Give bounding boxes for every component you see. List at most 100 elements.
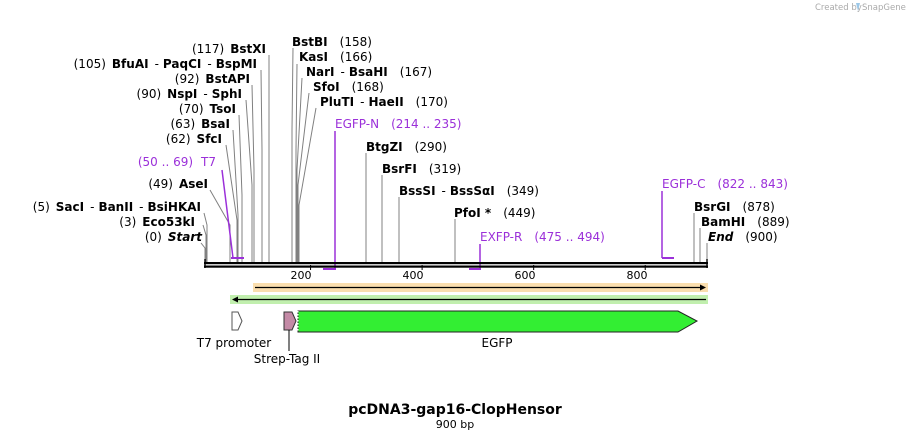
tick-label-200: 200 bbox=[291, 269, 312, 282]
site-sep: - bbox=[442, 184, 446, 198]
site-enzyme: BstAPI bbox=[205, 72, 250, 86]
primer-egfp-c[interactable]: EGFP-C (822 .. 843) bbox=[661, 177, 788, 259]
feature-egfp-arrow bbox=[297, 310, 699, 333]
plasmid-name: pcDNA3-gap16-ClopHensor bbox=[348, 402, 562, 418]
site-pos: (62) bbox=[166, 132, 191, 146]
feature-strep-tag[interactable]: Strep-Tag II bbox=[254, 311, 320, 366]
site-sep: - bbox=[90, 200, 94, 214]
credit-product: SnapGene bbox=[862, 3, 906, 13]
site-enzyme: BstBI bbox=[292, 35, 328, 49]
site-label: (117) BstXI bbox=[192, 42, 266, 56]
primer-t7[interactable]: (50 .. 69) T7 bbox=[138, 155, 244, 259]
orfs bbox=[230, 283, 708, 304]
site-enzyme: BssSαI bbox=[450, 184, 495, 198]
site-label: (105) BfuAI - PaqCI - BspMI bbox=[74, 57, 257, 71]
feature-t7-promoter-arrow bbox=[231, 311, 243, 331]
site-label: PluTI - HaeII (170) bbox=[320, 95, 448, 109]
backbone-top-strand bbox=[204, 262, 708, 265]
site-line-haeii bbox=[298, 107, 317, 263]
feature-egfp[interactable]: EGFP bbox=[297, 310, 699, 350]
site-sep: - bbox=[341, 65, 345, 79]
site-pos: (449) bbox=[503, 206, 535, 220]
site-enzyme: End bbox=[708, 230, 734, 244]
feature-t7-promoter[interactable]: T7 promoter bbox=[196, 311, 272, 350]
site-pos: (889) bbox=[757, 215, 789, 229]
site-label: BsrFI (319) bbox=[382, 162, 461, 176]
site-pos: (92) bbox=[175, 72, 200, 86]
cut-site-labels: (0) Start (3) Eco53kI (5) SacI - BanII - BsiHKA… bbox=[33, 35, 790, 244]
site-line-sfoi bbox=[297, 92, 310, 263]
site-pos: (90) bbox=[137, 87, 162, 101]
site-sep: - bbox=[207, 57, 211, 71]
site-line-sfci bbox=[225, 144, 238, 263]
site-pos: (63) bbox=[171, 117, 196, 131]
tick-label-400: 400 bbox=[403, 269, 424, 282]
site-pos: (49) bbox=[148, 177, 173, 191]
primer-name: EGFP-C bbox=[662, 177, 705, 191]
site-enzyme: HaeII bbox=[368, 95, 403, 109]
credit-prefix: Created by bbox=[815, 3, 862, 13]
site-enzyme: PaqCI bbox=[163, 57, 201, 71]
backbone-bottom-strand bbox=[204, 265, 708, 268]
site-label: BsrGI (878) bbox=[694, 200, 775, 214]
site-pos: (170) bbox=[416, 95, 448, 109]
site-pos: (349) bbox=[507, 184, 539, 198]
site-pos: (168) bbox=[352, 80, 384, 94]
site-label: KasI (166) bbox=[299, 50, 372, 64]
site-line-kasi bbox=[295, 63, 298, 263]
feature-t7-promoter-label: T7 promoter bbox=[196, 336, 272, 350]
primer-egfp-n[interactable]: EGFP-N (214 .. 235) bbox=[323, 117, 462, 270]
site-pos: (878) bbox=[743, 200, 775, 214]
orf-forward-arrowhead bbox=[700, 284, 706, 291]
site-enzyme: BsrGI bbox=[694, 200, 731, 214]
feature-strep-tag-arrow bbox=[283, 311, 297, 331]
snapgene-logo-icon bbox=[856, 3, 860, 11]
site-label: BamHI (889) bbox=[701, 215, 790, 229]
site-pos: (167) bbox=[400, 65, 432, 79]
site-label: BtgZI (290) bbox=[366, 140, 447, 154]
primer-exfp-r-label: EXFP-R (475 .. 494) bbox=[480, 230, 605, 244]
primer-name: EGFP-N bbox=[335, 117, 379, 131]
feature-strep-tag-label: Strep-Tag II bbox=[254, 352, 320, 366]
site-line-saci bbox=[203, 212, 208, 263]
primer-name: EXFP-R bbox=[480, 230, 522, 244]
site-line-tsoi bbox=[238, 114, 243, 263]
site-pos: (5) bbox=[33, 200, 50, 214]
map-title: pcDNA3-gap16-ClopHensor 900 bp bbox=[348, 402, 562, 431]
site-sep: - bbox=[139, 200, 143, 214]
site-label: (63) BsaI bbox=[171, 117, 231, 131]
axis-tick-labels: 200 400 600 800 bbox=[291, 269, 648, 282]
primer-exfp-r[interactable]: EXFP-R (475 .. 494) bbox=[469, 230, 605, 270]
site-enzyme: SphI bbox=[212, 87, 242, 101]
site-pos: (158) bbox=[340, 35, 372, 49]
site-pos: (105) bbox=[74, 57, 106, 71]
site-label: (62) SfcI bbox=[166, 132, 222, 146]
primer-egfp-c-label: EGFP-C (822 .. 843) bbox=[662, 177, 788, 191]
site-line-bspmi bbox=[260, 69, 263, 263]
credit: Created by SnapGene bbox=[815, 3, 906, 13]
site-label: End (900) bbox=[708, 230, 778, 244]
primer-range: (214 .. 235) bbox=[391, 117, 461, 131]
site-enzyme: BfuAI bbox=[112, 57, 149, 71]
site-enzyme: BspMI bbox=[216, 57, 257, 71]
site-sep: - bbox=[360, 95, 364, 109]
site-enzyme: PluTI bbox=[320, 95, 354, 109]
site-label: BstBI (158) bbox=[292, 35, 372, 49]
site-label: BssSI - BssSαI (349) bbox=[399, 184, 539, 198]
feature-egfp-label: EGFP bbox=[481, 336, 512, 350]
site-label: (3) Eco53kI bbox=[119, 215, 195, 229]
primer-name: T7 bbox=[200, 155, 216, 169]
site-label: PfoI * (449) bbox=[454, 206, 535, 220]
site-label: (92) BstAPI bbox=[175, 72, 250, 86]
primer-egfp-n-label: EGFP-N (214 .. 235) bbox=[335, 117, 462, 131]
site-enzyme: KasI bbox=[299, 50, 328, 64]
site-enzyme: BsrFI bbox=[382, 162, 417, 176]
site-enzyme: BsaI bbox=[201, 117, 230, 131]
site-enzyme: Start bbox=[168, 230, 203, 244]
features: T7 promoter Strep-Tag II EGFP bbox=[196, 310, 699, 366]
site-label: (0) Start bbox=[145, 230, 203, 244]
axis-ticks bbox=[310, 265, 646, 270]
primer-t7-label: (50 .. 69) T7 bbox=[138, 155, 216, 169]
